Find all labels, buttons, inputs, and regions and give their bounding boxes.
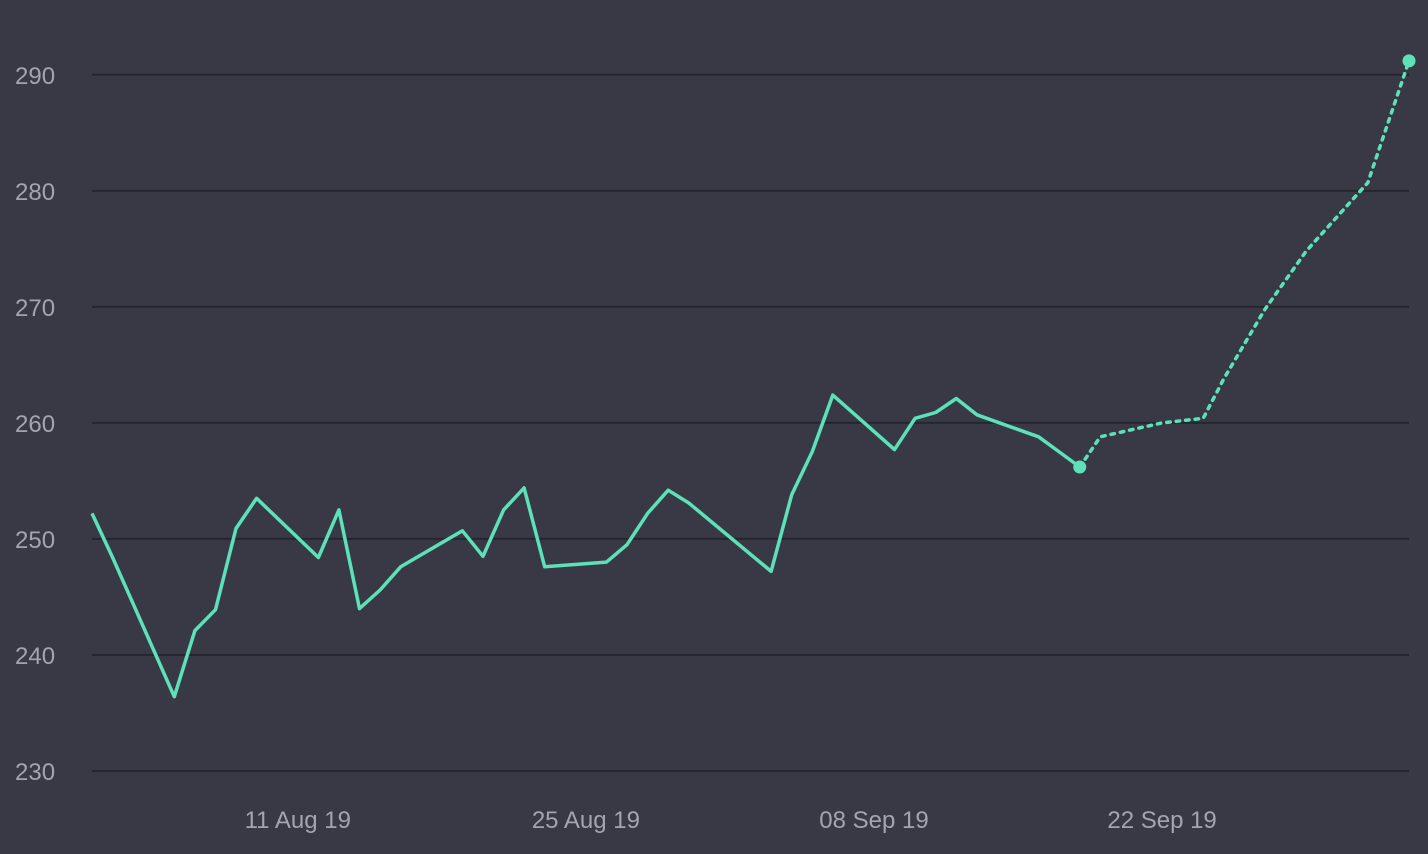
x-tick-label: 11 Aug 19 [245, 807, 351, 834]
x-axis-ticks: 11 Aug 19 25 Aug 19 08 Sep 19 22 Sep 19 [245, 807, 1217, 834]
y-tick-label: 260 [15, 411, 55, 438]
y-tick-label: 250 [15, 527, 55, 554]
x-tick-label: 25 Aug 19 [532, 807, 640, 834]
series-endpoint-marker [1402, 54, 1416, 68]
gridlines [92, 73, 1409, 772]
series-endpoint-marker [1073, 460, 1087, 474]
series-lines [90, 59, 1411, 699]
x-tick-label: 22 Sep 19 [1107, 807, 1216, 834]
forecast-line [1078, 59, 1411, 469]
price-line [90, 393, 1081, 699]
y-tick-label: 230 [15, 759, 55, 786]
y-tick-label: 240 [15, 643, 55, 670]
y-tick-label: 280 [15, 179, 55, 206]
series-markers [1073, 54, 1416, 474]
x-tick-label: 08 Sep 19 [819, 807, 928, 834]
y-axis-ticks: 230 240 250 260 270 280 290 [15, 63, 55, 786]
y-tick-label: 290 [15, 63, 55, 90]
y-tick-label: 270 [15, 295, 55, 322]
